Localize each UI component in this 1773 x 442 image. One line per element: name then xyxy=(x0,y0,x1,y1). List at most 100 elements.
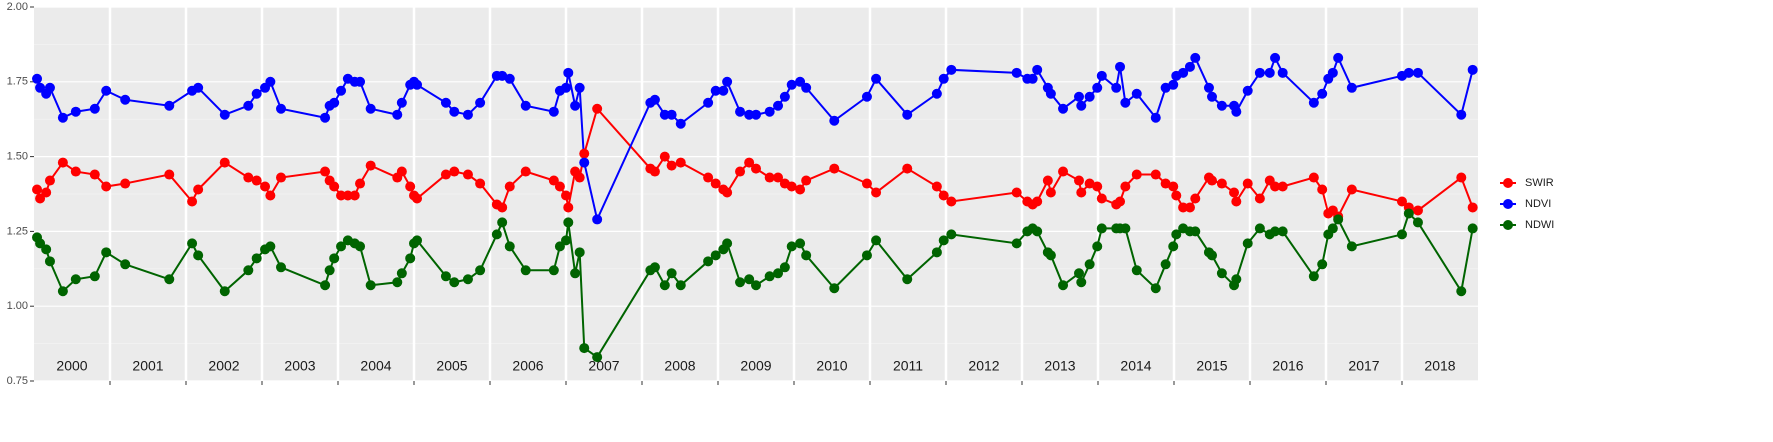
point xyxy=(1171,190,1182,201)
point xyxy=(795,184,806,195)
point xyxy=(829,283,840,294)
point xyxy=(938,73,949,84)
point xyxy=(1076,100,1087,111)
point xyxy=(1456,172,1467,183)
year-label: 2016 xyxy=(1272,358,1303,374)
point xyxy=(946,229,957,240)
point xyxy=(1317,88,1328,99)
point xyxy=(659,151,670,162)
point xyxy=(579,148,590,159)
point xyxy=(349,190,360,201)
point xyxy=(101,181,112,192)
point xyxy=(475,265,486,276)
legend-label: SWIR xyxy=(1525,177,1554,189)
point xyxy=(786,181,797,192)
point xyxy=(1317,259,1328,270)
point xyxy=(320,166,331,177)
point xyxy=(829,115,840,126)
point xyxy=(219,157,230,168)
point xyxy=(1456,109,1467,120)
point xyxy=(751,280,761,291)
point xyxy=(1045,187,1056,198)
point xyxy=(795,238,806,249)
point xyxy=(396,97,407,108)
point xyxy=(41,244,52,255)
point xyxy=(563,67,574,78)
point xyxy=(1092,241,1103,252)
point xyxy=(1092,82,1103,93)
point xyxy=(710,85,721,96)
point xyxy=(412,193,423,204)
point xyxy=(1150,283,1161,294)
point xyxy=(276,262,286,273)
point xyxy=(475,178,486,189)
point xyxy=(786,79,797,90)
point xyxy=(1058,103,1069,114)
point xyxy=(336,241,347,252)
point xyxy=(1011,67,1022,78)
point xyxy=(1242,85,1253,96)
point xyxy=(1168,79,1179,90)
point xyxy=(265,76,276,87)
point xyxy=(574,82,585,93)
point xyxy=(829,163,840,174)
point xyxy=(574,247,585,258)
point xyxy=(764,271,775,282)
year-label: 2004 xyxy=(360,358,391,374)
point xyxy=(570,100,581,111)
point xyxy=(405,181,416,192)
point xyxy=(365,103,376,114)
point xyxy=(329,253,340,264)
point xyxy=(44,175,55,186)
point xyxy=(722,76,733,87)
point xyxy=(1190,226,1201,237)
point xyxy=(1160,178,1171,189)
point xyxy=(548,106,559,117)
point xyxy=(1346,184,1357,195)
year-label: 2012 xyxy=(968,358,999,374)
year-label: 2015 xyxy=(1196,358,1227,374)
point xyxy=(440,169,451,180)
point xyxy=(931,181,942,192)
point xyxy=(938,235,949,246)
point xyxy=(1242,178,1253,189)
point xyxy=(1074,268,1084,279)
point xyxy=(871,187,882,198)
point xyxy=(520,265,531,276)
point xyxy=(57,157,68,168)
point xyxy=(1074,175,1084,186)
point xyxy=(1171,229,1182,240)
y-tick-label: 1.50 xyxy=(7,151,28,163)
point xyxy=(1270,226,1281,237)
point xyxy=(1076,277,1087,288)
point xyxy=(462,274,473,285)
point xyxy=(1231,274,1242,285)
point xyxy=(440,97,451,108)
point xyxy=(871,235,882,246)
point xyxy=(57,286,68,297)
point xyxy=(1254,223,1265,234)
point xyxy=(392,277,403,288)
point xyxy=(412,235,423,246)
point xyxy=(938,190,949,201)
point xyxy=(574,172,585,183)
point xyxy=(561,235,571,246)
point xyxy=(1403,208,1414,219)
point xyxy=(32,73,43,84)
point xyxy=(659,280,670,291)
point xyxy=(931,247,942,258)
point xyxy=(243,100,254,111)
point xyxy=(1120,223,1131,234)
point xyxy=(649,94,660,105)
point xyxy=(355,178,366,189)
point xyxy=(1096,193,1107,204)
point xyxy=(504,181,515,192)
point xyxy=(1092,181,1103,192)
point xyxy=(1242,238,1253,249)
point xyxy=(1467,64,1478,75)
year-label: 2002 xyxy=(208,358,239,374)
point xyxy=(744,157,755,168)
point xyxy=(1397,196,1407,207)
point xyxy=(89,103,100,114)
point xyxy=(251,175,262,186)
